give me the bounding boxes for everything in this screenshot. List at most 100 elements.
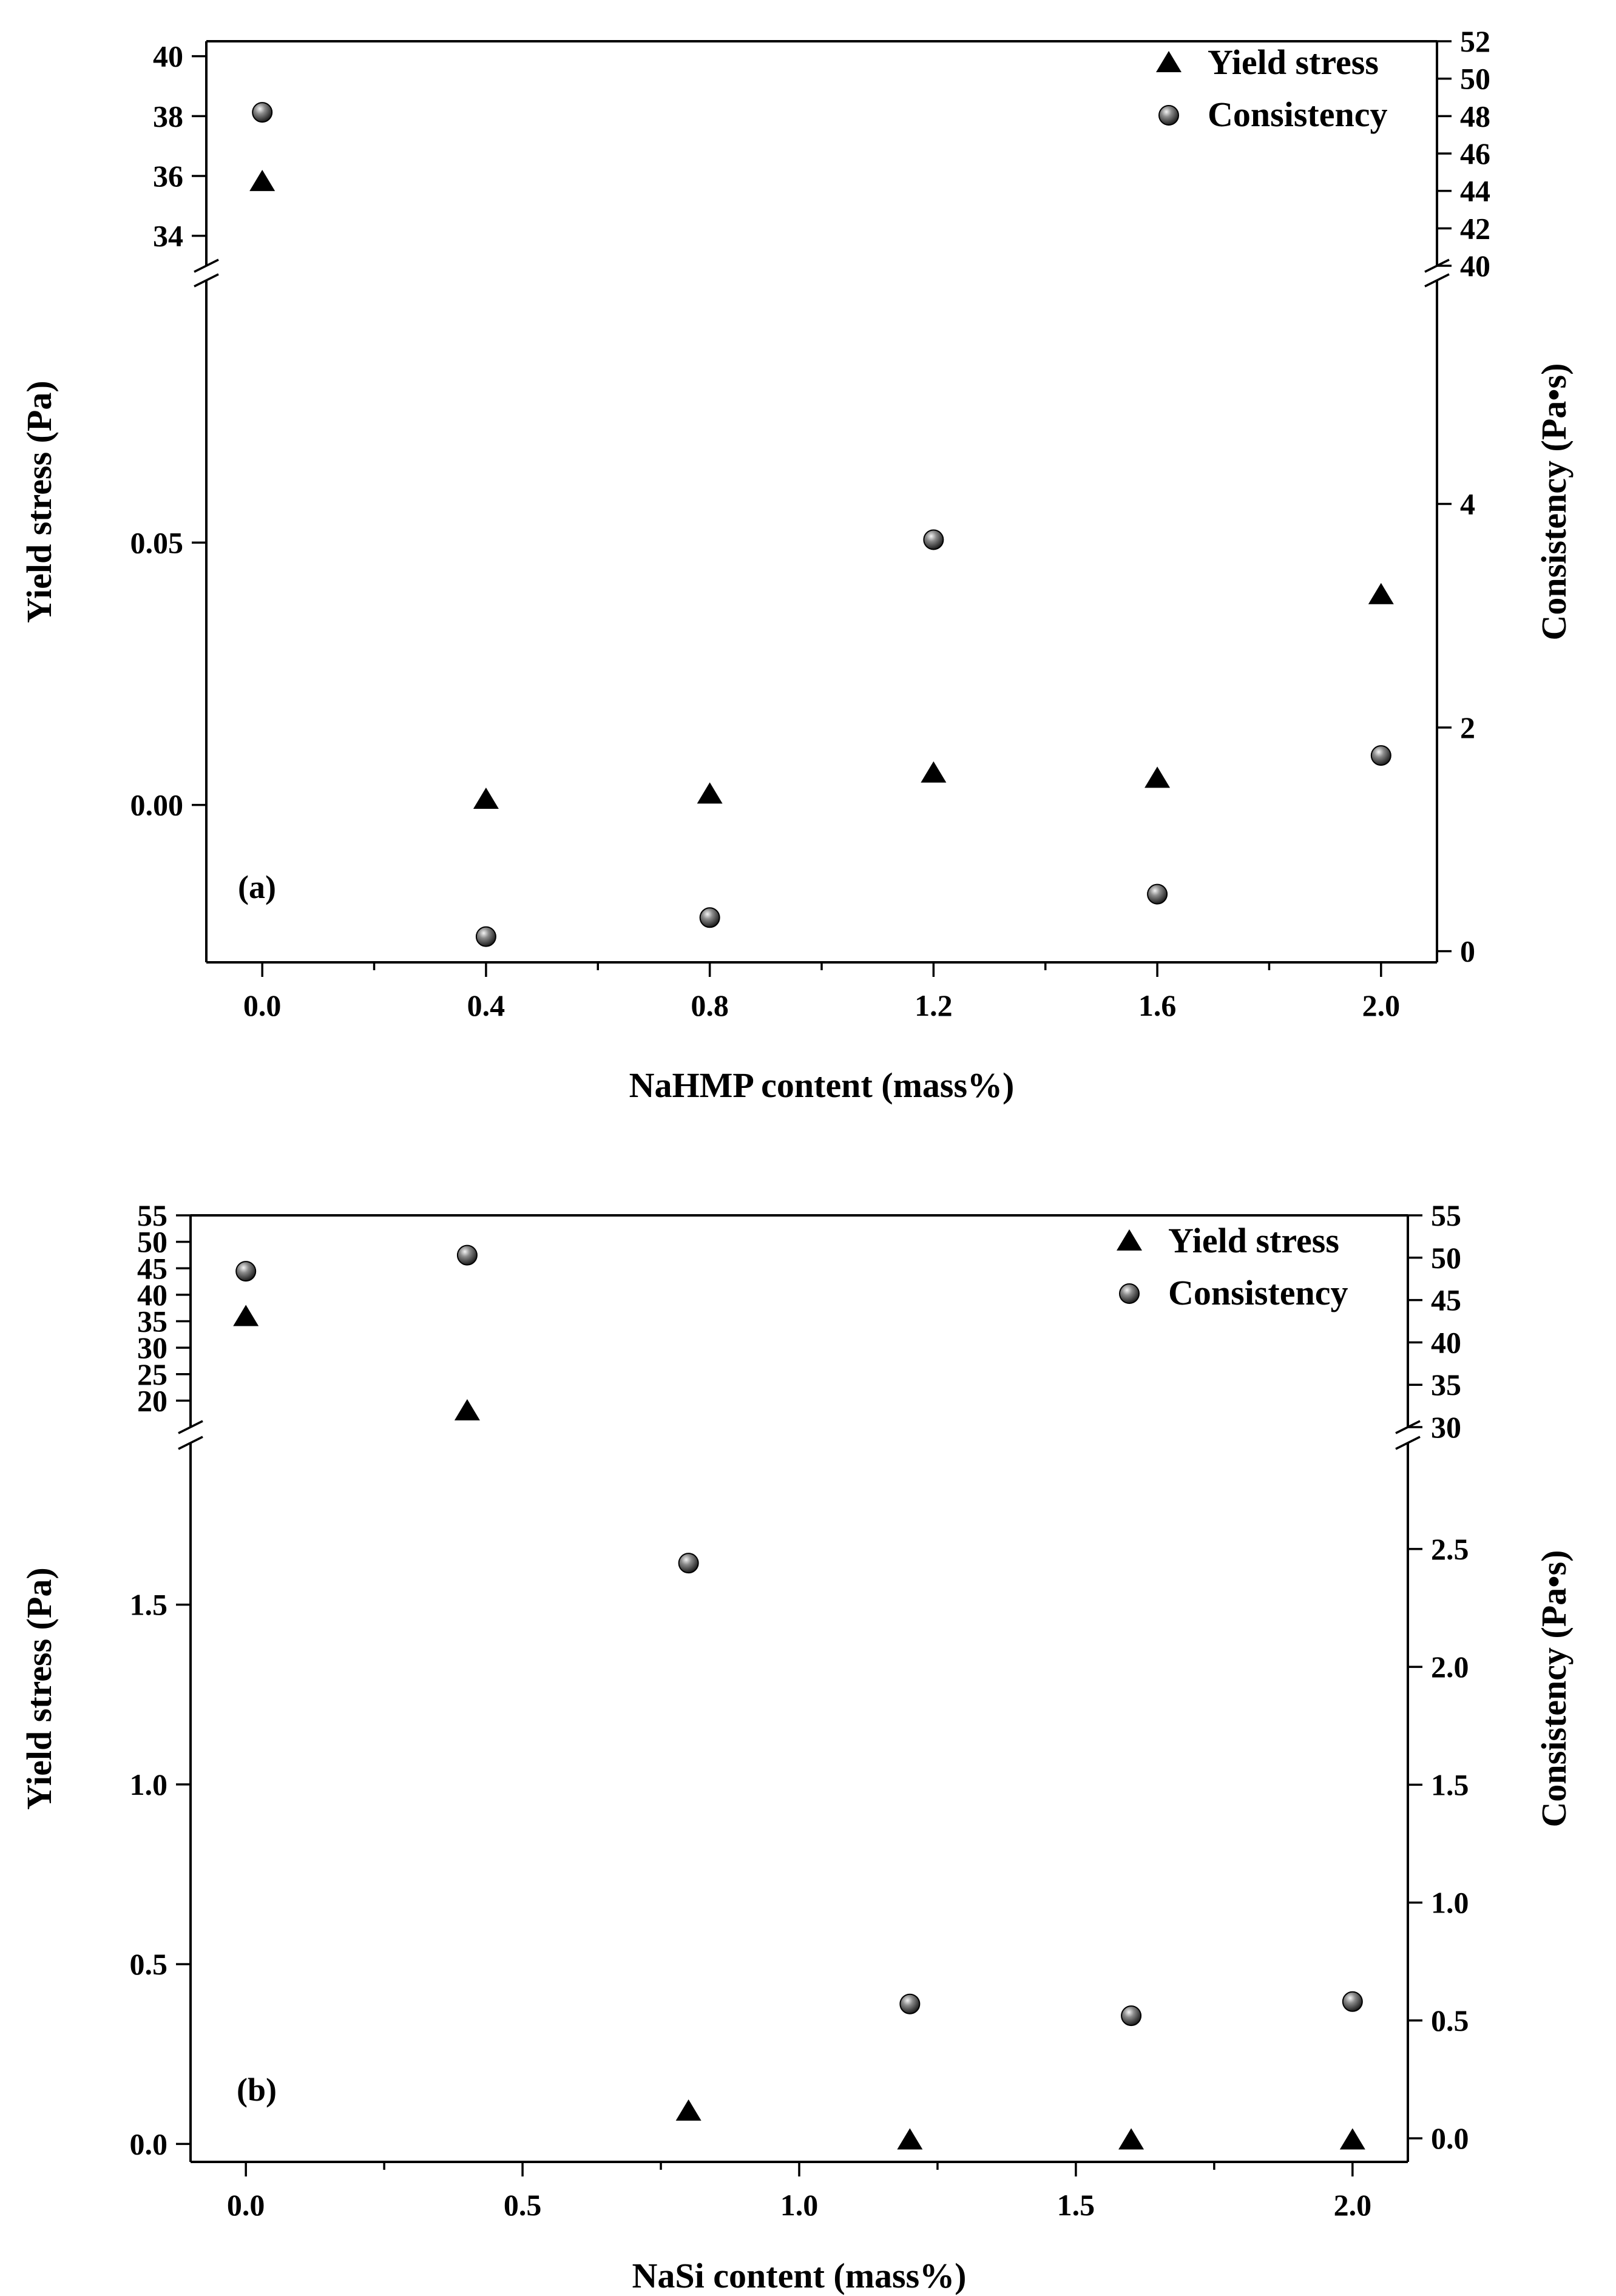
data-point-yield-stress: [697, 782, 723, 804]
left-y-tick-label: 0.00: [130, 788, 184, 822]
x-tick-label: 1.6: [1138, 988, 1177, 1022]
right-axis-break-gap: [1395, 1428, 1421, 1442]
right-y-tick-label: 40: [1460, 249, 1490, 283]
panel-label: (b): [237, 2071, 277, 2108]
right-y-tick-label: 50: [1460, 62, 1490, 96]
right-y-tick-label: 46: [1460, 137, 1490, 171]
left-axis-break-gap: [193, 266, 220, 280]
data-point-yield-stress: [233, 1305, 259, 1326]
left-axis-break-mark: [178, 1436, 203, 1450]
right-y-tick-label: 0: [1460, 934, 1475, 968]
legend-marker-yield-stress: [1117, 1229, 1142, 1251]
legend-marker-consistency: [1119, 1283, 1140, 1304]
right-y-tick-label: 50: [1431, 1241, 1461, 1275]
data-point-consistency: [456, 1244, 478, 1266]
left-y-tick-label: 50: [137, 1225, 167, 1259]
chart-panel-a: 0.0 0.4 0.8 1.2 1.6 2.0 0.00 0.05 34 36 38 40 0 2 4 40 4…: [19, 24, 1574, 1105]
legend-label-yield-stress: Yield stress: [1208, 42, 1379, 82]
right-y-tick-label: 2.5: [1431, 1532, 1469, 1566]
x-tick-label: 0.0: [243, 988, 282, 1022]
data-point-consistency: [678, 1553, 699, 1574]
x-axis-title: NaHMP content (mass%): [629, 1065, 1015, 1105]
right-y-tick-label: 0.5: [1431, 2004, 1469, 2038]
data-point-consistency: [1121, 2005, 1142, 2027]
right-axis-break-gap: [1424, 266, 1450, 280]
data-point-yield-stress: [454, 1399, 480, 1420]
right-y-tick-label: 40: [1431, 1325, 1461, 1359]
x-tick-label: 0.4: [467, 988, 505, 1022]
left-y-tick-label: 40: [137, 1278, 167, 1312]
left-y-tick-label: 25: [137, 1357, 167, 1391]
x-axis-title: NaSi content (mass%): [632, 2256, 967, 2295]
right-y-tick-label: 52: [1460, 24, 1490, 58]
left-axis-break-mark: [194, 258, 219, 273]
left-y-tick-label: 55: [137, 1198, 167, 1232]
data-point-yield-stress: [1368, 582, 1394, 604]
left-axis-break-mark: [194, 273, 219, 288]
right-axis-break-mark: [1424, 273, 1450, 288]
x-tick-label: 0.5: [504, 2188, 542, 2222]
data-point-yield-stress: [249, 169, 276, 191]
data-point-yield-stress: [1118, 2128, 1144, 2150]
left-y-tick-label: 35: [137, 1305, 167, 1339]
legend-marker-consistency: [1158, 105, 1179, 126]
right-y-tick-label: 2.0: [1431, 1650, 1469, 1684]
panel-label: (a): [238, 869, 276, 905]
left-y-tick-label: 45: [137, 1251, 167, 1285]
right-y-tick-label: 4: [1460, 487, 1475, 521]
left-y-tick-label: 1.0: [130, 1768, 168, 1801]
data-point-consistency: [1370, 745, 1391, 766]
right-y-tick-label: 42: [1460, 211, 1490, 245]
legend-label-consistency: Consistency: [1168, 1273, 1348, 1312]
data-point-yield-stress: [1339, 2128, 1365, 2150]
left-y-tick-label: 0.0: [130, 2127, 168, 2161]
data-point-consistency: [699, 907, 720, 928]
data-point-consistency: [475, 926, 496, 947]
left-y-axis-title: Yield stress (Pa): [19, 1567, 59, 1810]
data-point-yield-stress: [675, 2099, 702, 2121]
data-point-consistency: [252, 102, 273, 123]
right-y-tick-label: 44: [1460, 174, 1490, 208]
x-tick-label: 1.0: [780, 2188, 819, 2222]
data-point-yield-stress: [1144, 766, 1171, 788]
left-y-tick-label: 34: [153, 219, 183, 253]
x-tick-label: 1.5: [1057, 2188, 1095, 2222]
chart-panel-b: 0.0 0.5 1.0 1.5 2.00.00.51.01.52025303540455…: [19, 1198, 1574, 2295]
data-point-consistency: [923, 529, 944, 550]
left-y-tick-label: 40: [153, 39, 183, 73]
left-y-axis-title: Yield stress (Pa): [19, 380, 59, 623]
left-y-tick-label: 38: [153, 99, 183, 133]
right-y-tick-label: 30: [1431, 1410, 1461, 1444]
left-y-tick-label: 36: [153, 159, 183, 193]
x-tick-label: 2.0: [1362, 988, 1401, 1022]
data-point-consistency: [1147, 883, 1168, 905]
left-y-tick-label: 1.5: [130, 1588, 168, 1622]
right-y-tick-label: 2: [1460, 711, 1475, 745]
right-y-tick-label: 1.5: [1431, 1768, 1469, 1801]
left-y-tick-label: 20: [137, 1383, 167, 1417]
left-y-tick-label: 0.5: [130, 1947, 168, 1981]
left-axis-break-gap: [177, 1428, 204, 1442]
x-tick-label: 0.8: [691, 988, 729, 1022]
legend-label-yield-stress: Yield stress: [1168, 1221, 1339, 1260]
right-y-tick-label: 1.0: [1431, 1886, 1469, 1920]
left-y-tick-label: 0.05: [130, 525, 184, 559]
right-axis-break-mark: [1395, 1436, 1421, 1450]
x-tick-label: 0.0: [227, 2188, 265, 2222]
left-y-tick-label: 30: [137, 1331, 167, 1365]
data-point-yield-stress: [897, 2128, 923, 2150]
legend-marker-yield-stress: [1156, 51, 1182, 72]
x-tick-label: 2.0: [1334, 2188, 1372, 2222]
legend-label-consistency: Consistency: [1208, 95, 1387, 134]
right-y-tick-label: 55: [1431, 1198, 1461, 1232]
right-y-axis-title: Consistency (Pa•s): [1534, 363, 1574, 641]
right-y-tick-label: 48: [1460, 99, 1490, 133]
right-y-tick-label: 0.0: [1431, 2121, 1469, 2155]
data-point-consistency: [1342, 1991, 1363, 2012]
right-y-axis-title: Consistency (Pa•s): [1534, 1550, 1574, 1828]
data-point-consistency: [235, 1261, 257, 1282]
x-tick-label: 1.2: [914, 988, 953, 1022]
right-y-tick-label: 35: [1431, 1368, 1461, 1402]
data-point-consistency: [899, 1993, 921, 2014]
